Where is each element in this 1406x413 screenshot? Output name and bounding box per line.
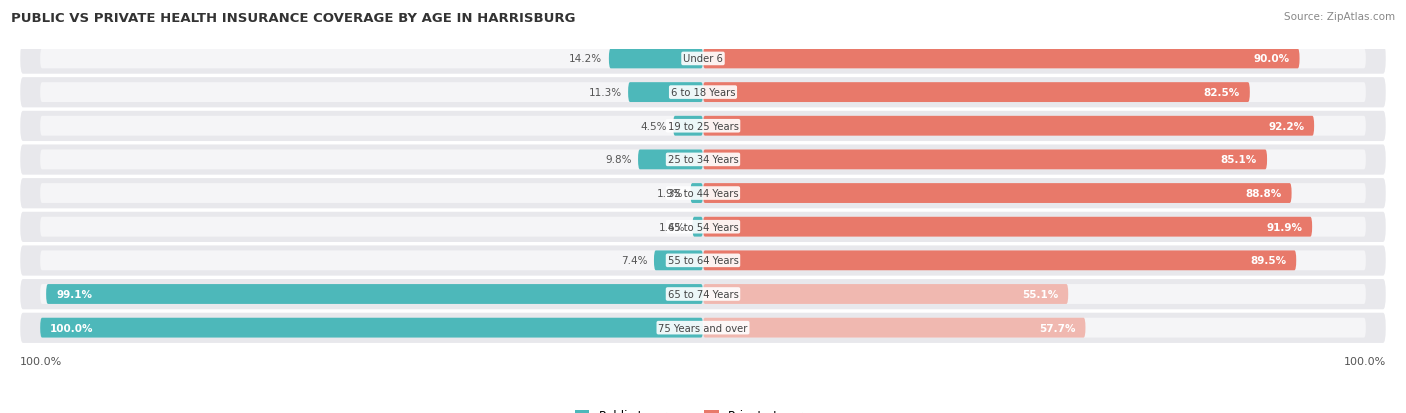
Text: 100.0%: 100.0%	[51, 323, 94, 333]
FancyBboxPatch shape	[703, 184, 1365, 204]
FancyBboxPatch shape	[20, 145, 1386, 175]
Text: 55 to 64 Years: 55 to 64 Years	[668, 256, 738, 266]
FancyBboxPatch shape	[20, 279, 1386, 309]
FancyBboxPatch shape	[692, 217, 703, 237]
Text: 6 to 18 Years: 6 to 18 Years	[671, 88, 735, 98]
FancyBboxPatch shape	[41, 150, 703, 170]
Text: 91.9%: 91.9%	[1267, 222, 1302, 232]
FancyBboxPatch shape	[703, 318, 1085, 338]
Text: 89.5%: 89.5%	[1250, 256, 1286, 266]
FancyBboxPatch shape	[703, 217, 1365, 237]
Text: 100.0%: 100.0%	[20, 356, 62, 366]
Text: 45 to 54 Years: 45 to 54 Years	[668, 222, 738, 232]
FancyBboxPatch shape	[703, 318, 1365, 338]
FancyBboxPatch shape	[20, 78, 1386, 108]
FancyBboxPatch shape	[20, 179, 1386, 209]
Text: 82.5%: 82.5%	[1204, 88, 1240, 98]
FancyBboxPatch shape	[609, 50, 703, 69]
FancyBboxPatch shape	[41, 251, 703, 271]
Text: 55.1%: 55.1%	[1022, 289, 1059, 299]
Text: 4.5%: 4.5%	[640, 121, 666, 131]
Text: 7.4%: 7.4%	[621, 256, 647, 266]
Text: 19 to 25 Years: 19 to 25 Years	[668, 121, 738, 131]
FancyBboxPatch shape	[703, 150, 1365, 170]
Text: 35 to 44 Years: 35 to 44 Years	[668, 189, 738, 199]
FancyBboxPatch shape	[41, 285, 703, 304]
Text: 90.0%: 90.0%	[1254, 54, 1289, 64]
FancyBboxPatch shape	[20, 246, 1386, 276]
FancyBboxPatch shape	[690, 184, 703, 204]
Text: 85.1%: 85.1%	[1220, 155, 1257, 165]
Text: 1.9%: 1.9%	[657, 189, 683, 199]
Text: 88.8%: 88.8%	[1246, 189, 1282, 199]
FancyBboxPatch shape	[41, 50, 703, 69]
Text: 65 to 74 Years: 65 to 74 Years	[668, 289, 738, 299]
FancyBboxPatch shape	[703, 83, 1250, 103]
FancyBboxPatch shape	[703, 83, 1365, 103]
FancyBboxPatch shape	[703, 50, 1365, 69]
Legend: Public Insurance, Private Insurance: Public Insurance, Private Insurance	[571, 404, 835, 413]
FancyBboxPatch shape	[41, 318, 703, 338]
Text: 99.1%: 99.1%	[56, 289, 91, 299]
FancyBboxPatch shape	[20, 44, 1386, 74]
Text: 92.2%: 92.2%	[1268, 121, 1305, 131]
FancyBboxPatch shape	[654, 251, 703, 271]
FancyBboxPatch shape	[20, 313, 1386, 343]
FancyBboxPatch shape	[703, 251, 1365, 271]
FancyBboxPatch shape	[703, 150, 1267, 170]
FancyBboxPatch shape	[703, 285, 1069, 304]
FancyBboxPatch shape	[41, 217, 703, 237]
FancyBboxPatch shape	[41, 83, 703, 103]
FancyBboxPatch shape	[703, 251, 1296, 271]
FancyBboxPatch shape	[673, 116, 703, 136]
FancyBboxPatch shape	[20, 112, 1386, 142]
FancyBboxPatch shape	[41, 116, 703, 136]
Text: Under 6: Under 6	[683, 54, 723, 64]
Text: 1.6%: 1.6%	[659, 222, 686, 232]
Text: 100.0%: 100.0%	[1344, 356, 1386, 366]
Text: 14.2%: 14.2%	[569, 54, 602, 64]
FancyBboxPatch shape	[41, 318, 703, 338]
FancyBboxPatch shape	[46, 285, 703, 304]
Text: 25 to 34 Years: 25 to 34 Years	[668, 155, 738, 165]
FancyBboxPatch shape	[703, 184, 1292, 204]
FancyBboxPatch shape	[703, 116, 1315, 136]
FancyBboxPatch shape	[703, 116, 1365, 136]
Text: PUBLIC VS PRIVATE HEALTH INSURANCE COVERAGE BY AGE IN HARRISBURG: PUBLIC VS PRIVATE HEALTH INSURANCE COVER…	[11, 12, 575, 25]
FancyBboxPatch shape	[41, 184, 703, 204]
FancyBboxPatch shape	[703, 50, 1299, 69]
Text: 9.8%: 9.8%	[605, 155, 631, 165]
Text: 57.7%: 57.7%	[1039, 323, 1076, 333]
Text: Source: ZipAtlas.com: Source: ZipAtlas.com	[1284, 12, 1395, 22]
FancyBboxPatch shape	[20, 212, 1386, 242]
FancyBboxPatch shape	[703, 285, 1365, 304]
FancyBboxPatch shape	[638, 150, 703, 170]
Text: 11.3%: 11.3%	[588, 88, 621, 98]
FancyBboxPatch shape	[628, 83, 703, 103]
FancyBboxPatch shape	[703, 217, 1312, 237]
Text: 75 Years and over: 75 Years and over	[658, 323, 748, 333]
